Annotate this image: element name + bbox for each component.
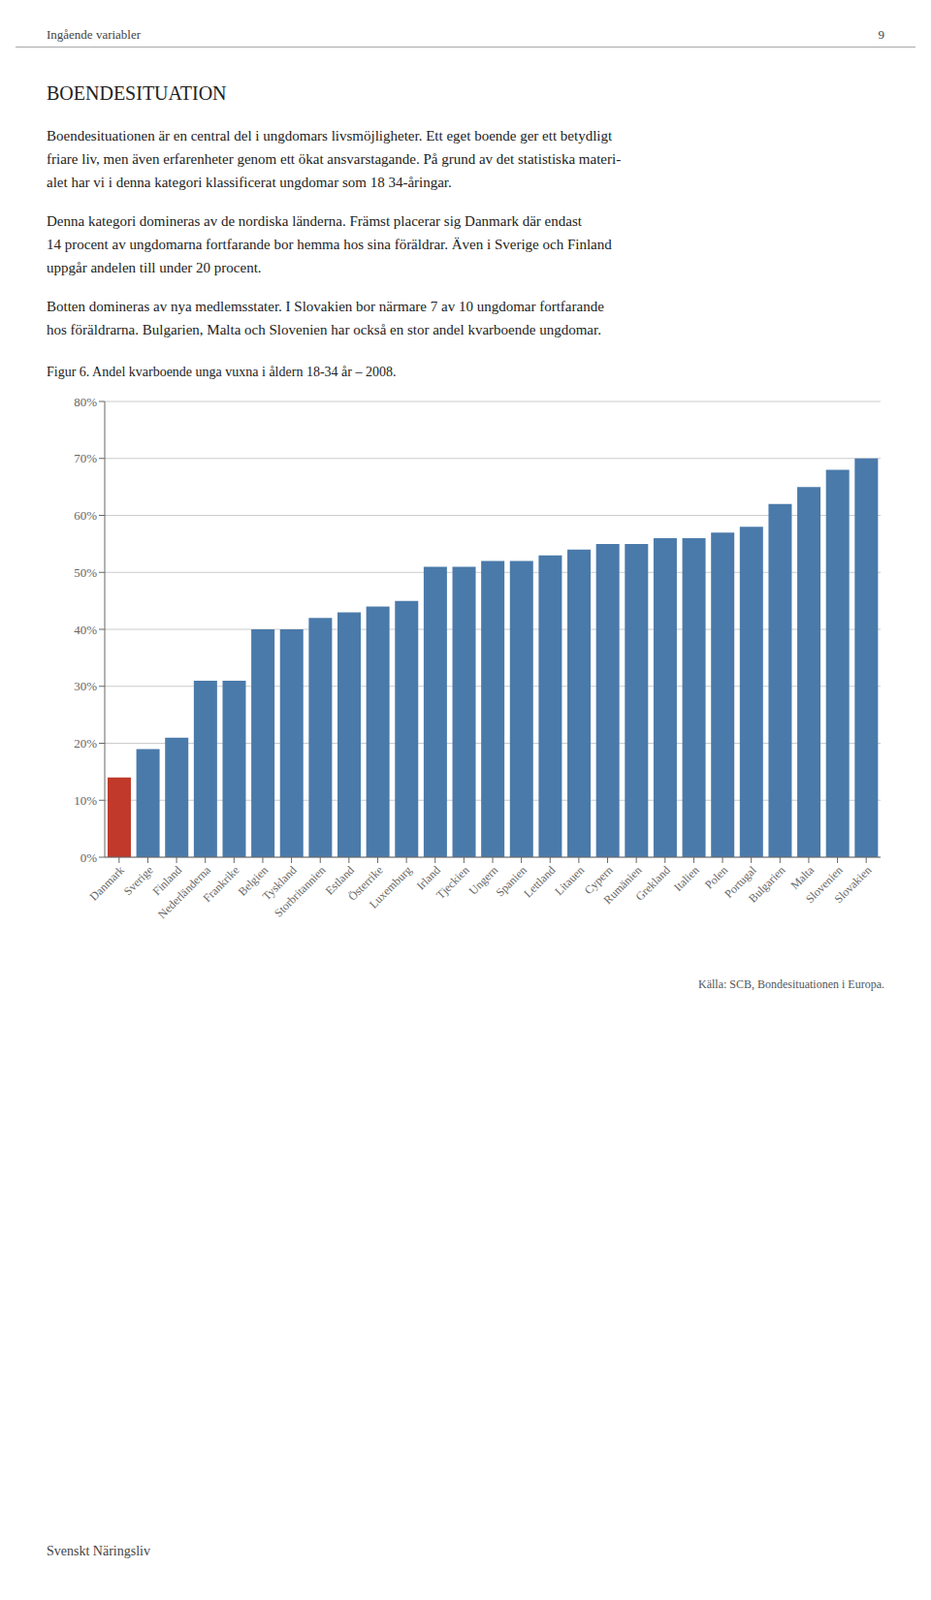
svg-text:60%: 60% [73, 508, 97, 523]
svg-text:Malta: Malta [787, 863, 817, 893]
svg-text:Grekland: Grekland [632, 863, 673, 903]
svg-text:Bulgarien: Bulgarien [745, 863, 788, 905]
html-text:uppgår andelen till under 20 p: uppgår andelen till under 20 procent. [46, 259, 262, 276]
html-text:alet har vi i denna kategori k: alet har vi i denna kategori klassificer… [46, 174, 452, 191]
svg-text:30%: 30% [73, 678, 97, 694]
html-text:14 procent av ungdomarna fortf: 14 procent av ungdomarna fortfarande bor… [46, 236, 612, 253]
svg-text:80%: 80% [73, 394, 97, 410]
svg-text:Italien: Italien [671, 863, 703, 895]
svg-text:Tjeckien: Tjeckien [433, 863, 473, 902]
svg-text:Polen: Polen [702, 863, 731, 892]
html-text:Denna kategori domineras av de: Denna kategori domineras av de nordiska … [46, 213, 582, 229]
svg-text:Luxemburg: Luxemburg [366, 863, 415, 911]
svg-text:Lettland: Lettland [520, 863, 558, 900]
svg-text:Sverige: Sverige [121, 863, 157, 899]
svg-text:Danmark: Danmark [86, 863, 127, 903]
html-text:Ingående variabler: Ingående variabler [46, 27, 141, 42]
html-text:Botten domineras av nya medlem: Botten domineras av nya medlemsstater. I… [46, 298, 604, 315]
svg-text:Nederländerna: Nederländerna [155, 863, 214, 922]
svg-text:Spanien: Spanien [493, 863, 530, 900]
html-text:9: 9 [878, 27, 885, 42]
svg-text:Finland: Finland [149, 863, 185, 899]
svg-text:40%: 40% [73, 622, 97, 638]
html-text:hos föräldrarna. Bulgarien, Ma: hos föräldrarna. Bulgarien, Malta och Sl… [46, 321, 602, 338]
svg-text:Tyskland: Tyskland [259, 863, 300, 903]
html-text:Svenskt Näringsliv: Svenskt Näringsliv [46, 1543, 151, 1559]
svg-text:Frankrike: Frankrike [200, 863, 243, 905]
svg-text:Cypern: Cypern [581, 863, 616, 898]
svg-text:Slovenien: Slovenien [802, 863, 846, 906]
svg-text:Portugal: Portugal [721, 863, 760, 901]
svg-text:Litauen: Litauen [551, 863, 587, 899]
svg-text:0%: 0% [80, 850, 98, 866]
svg-text:Ungern: Ungern [466, 863, 501, 898]
html-text:Boendesituationen är en centra: Boendesituationen är en central del i un… [46, 128, 613, 144]
svg-text:Irland: Irland [413, 863, 444, 893]
svg-text:Rumänien: Rumänien [600, 863, 645, 907]
html-text:BOENDESITUATION: BOENDESITUATION [46, 82, 227, 104]
svg-text:50%: 50% [73, 565, 97, 580]
svg-text:Österrike: Österrike [345, 863, 386, 904]
html-text:Figur 6. Andel kvarboende unga: Figur 6. Andel kvarboende unga vuxna i å… [46, 364, 397, 380]
svg-text:Estland: Estland [322, 863, 357, 898]
svg-text:Storbritannien: Storbritannien [271, 863, 328, 920]
svg-text:Slovakien: Slovakien [831, 863, 874, 906]
svg-text:20%: 20% [73, 736, 97, 751]
svg-text:70%: 70% [73, 450, 97, 466]
html-text:friare liv, men även erfarenhe: friare liv, men även erfarenheter genom … [46, 151, 621, 167]
html-text:Källa: SCB, Bondesituationen i: Källa: SCB, Bondesituationen i Europa. [698, 977, 885, 992]
svg-text:Belgien: Belgien [235, 863, 271, 899]
svg-text:10%: 10% [73, 793, 97, 808]
